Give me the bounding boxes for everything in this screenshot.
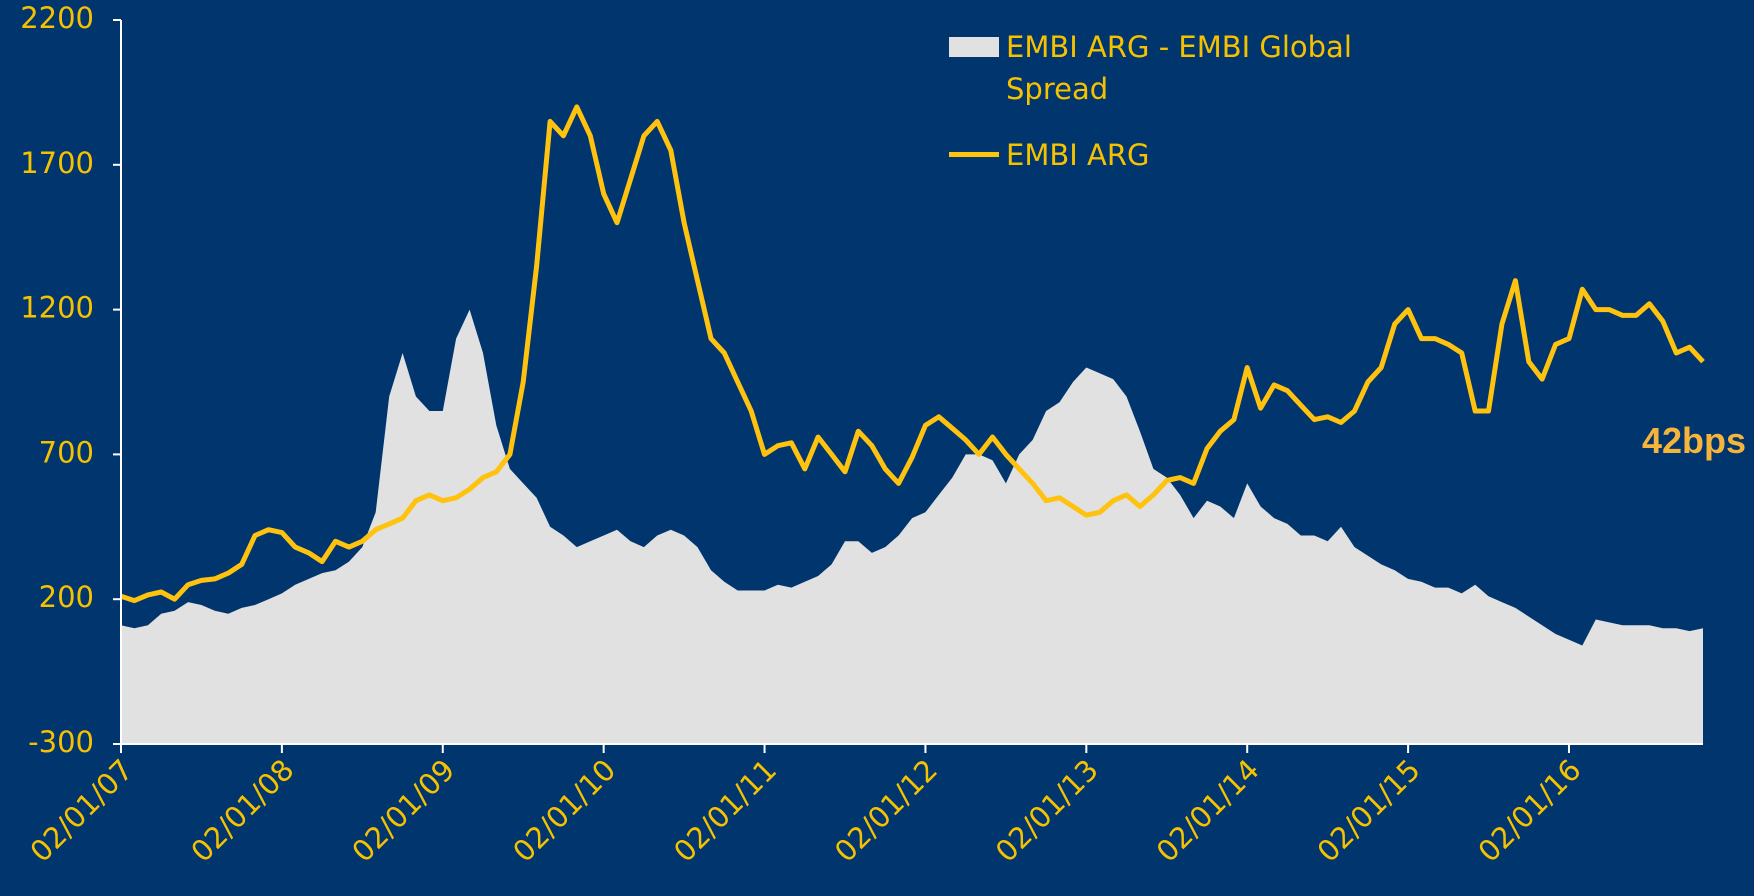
x-tick-label: 02/01/13 <box>989 753 1105 869</box>
legend-label: EMBI ARG - EMBI Global Spread <box>1006 30 1352 106</box>
x-tick-label: 02/01/10 <box>506 753 622 869</box>
x-tick-label: 02/01/14 <box>1150 753 1266 869</box>
annotation: 42bps <box>1641 420 1746 461</box>
x-tick-label: 02/01/11 <box>667 753 783 869</box>
x-tick-label: 02/01/15 <box>1311 753 1427 869</box>
legend-swatch-line <box>949 152 999 157</box>
x-tick-label: 02/01/16 <box>1471 753 1587 869</box>
y-tick-label: 1700 <box>20 146 94 180</box>
x-tick-label: 02/01/09 <box>345 753 461 869</box>
y-tick-label: 200 <box>39 580 94 614</box>
line <box>120 104 1705 604</box>
x-tick-label: 02/01/07 <box>23 753 139 869</box>
legend-label: EMBI ARG <box>1006 138 1150 172</box>
y-tick-label: 700 <box>39 435 94 469</box>
area <box>121 309 1703 744</box>
legend-swatch-area <box>949 37 999 57</box>
x-tick-label: 02/01/08 <box>184 753 300 869</box>
y-tick-label: 2200 <box>20 1 94 35</box>
y-tick-label: 1200 <box>20 291 94 325</box>
y-tick-label: -300 <box>28 725 94 759</box>
x-tick-label: 02/01/12 <box>828 753 944 869</box>
